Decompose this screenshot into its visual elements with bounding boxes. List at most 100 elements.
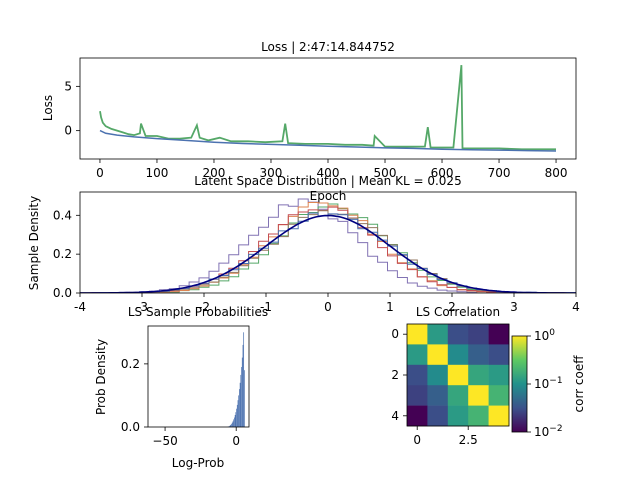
corr-cell: [468, 385, 489, 406]
latent-xtick-label: -3: [136, 300, 148, 314]
prob-bar: [232, 421, 234, 427]
prob-bar: [231, 423, 232, 427]
corr-cell: [488, 385, 510, 406]
latent-xtick-label: 0: [324, 300, 332, 314]
prob-bar: [236, 408, 237, 427]
prob-bar: [236, 404, 238, 427]
latent-histogram: [80, 210, 576, 293]
corr-cell: [468, 344, 489, 366]
corr-cell: [407, 364, 428, 386]
loss-series-line: [99, 65, 556, 151]
corr-xtick-label: 2.5: [459, 433, 478, 447]
corr-cell: [468, 405, 489, 427]
prob-xlabel: Log-Prob: [172, 456, 224, 470]
prob-bar: [241, 367, 242, 427]
loss-xtick-label: 0: [96, 166, 104, 180]
prob-panel: −50 0 0.0 0.2 LS Sample Probabilities Log-P…: [94, 305, 268, 470]
corr-cell: [468, 364, 489, 386]
loss-xtick-label: 700: [488, 166, 511, 180]
loss-xtick-label: 100: [146, 166, 169, 180]
corr-title: LS Correlation: [416, 305, 500, 319]
corr-cell: [447, 405, 469, 427]
latent-ytick-label: 0.4: [53, 208, 72, 222]
colorbar-tick-label: 10−2: [534, 424, 563, 439]
corr-cell: [488, 324, 510, 345]
colorbar-label: corr coeff: [572, 355, 586, 413]
prob-bar: [234, 417, 235, 427]
loss-ylabel: Loss: [41, 95, 55, 121]
corr-cell: [447, 344, 469, 366]
corr-cell: [488, 364, 510, 386]
prob-bar: [231, 422, 233, 427]
loss-xtick-label: 500: [374, 166, 397, 180]
prob-bar: [243, 332, 245, 427]
prob-axes-frame: [147, 325, 250, 428]
prob-xtick-label: 0: [232, 434, 240, 448]
latent-xtick-label: -1: [260, 300, 272, 314]
latent-xtick-label: -2: [198, 300, 210, 314]
corr-cell: [447, 385, 469, 406]
loss-xtick-label: 300: [260, 166, 283, 180]
loss-xtick-label: 200: [203, 166, 226, 180]
prob-bar: [242, 344, 244, 427]
corr-cell: [488, 405, 510, 427]
prob-ytick-label: 0.2: [121, 357, 140, 371]
loss-xtick-label: 600: [431, 166, 454, 180]
prob-bar: [229, 426, 230, 427]
prob-bar: [229, 425, 231, 427]
loss-ytick-label: 0: [64, 124, 72, 138]
corr-cell: [407, 324, 428, 345]
loss-ytick-label: 5: [64, 79, 72, 93]
corr-cell: [407, 385, 428, 406]
latent-ytick-label: 0.0: [53, 286, 72, 300]
latent-xtick-label: 2: [448, 300, 456, 314]
corr-xtick-label: 0: [413, 433, 421, 447]
corr-cell: [447, 324, 469, 345]
latent-histogram: [80, 206, 576, 293]
loss-xlabel: Epoch: [310, 189, 347, 203]
latent-ylabel: Sample Density: [27, 196, 41, 290]
corr-cell: [427, 405, 449, 427]
loss-title: Loss | 2:47:14.844752: [261, 40, 395, 54]
loss-series-line: [99, 129, 557, 152]
latent-reference-curve: [80, 214, 576, 293]
corr-cell: [488, 344, 510, 366]
corr-cell: [427, 385, 449, 406]
latent-xtick-label: 1: [386, 300, 394, 314]
corr-panel: 0 2.5 0 2 4 LS Correlation 100 10−1 10−2 corr …: [391, 305, 586, 447]
prob-ylabel: Prob Density: [94, 339, 108, 415]
colorbar-tick-label: 10−1: [534, 376, 563, 391]
prob-bar: [234, 415, 236, 427]
corr-ytick-label: 0: [391, 327, 399, 341]
corr-cell: [468, 324, 489, 345]
prob-bar: [235, 412, 237, 427]
corr-cell: [407, 344, 428, 366]
prob-bar: [244, 370, 245, 427]
latent-xtick-label: -4: [74, 300, 86, 314]
latent-ytick-label: 0.2: [53, 247, 72, 261]
colorbar-tick-label: 100: [534, 328, 555, 343]
prob-bar: [241, 357, 243, 427]
colorbar: [511, 335, 528, 433]
prob-bar: [238, 395, 240, 427]
prob-bar: [239, 389, 240, 427]
loss-panel: Loss | 2:47:14.844752 0 100 200 300 400 500 60…: [41, 40, 577, 203]
prob-bar: [233, 419, 235, 427]
prob-title: LS Sample Probabilities: [128, 305, 268, 319]
corr-ytick-label: 2: [391, 368, 399, 382]
latent-panel: -4 -3 -2 -1 0 1 2 3 4 0.0 0.2 0.4 Sample Density La…: [27, 174, 580, 314]
latent-xtick-label: 4: [572, 300, 580, 314]
prob-bar: [230, 424, 232, 427]
latent-xtick-label: 3: [510, 300, 518, 314]
corr-cell: [427, 364, 449, 386]
corr-cell: [427, 344, 449, 366]
corr-cell: [427, 324, 449, 345]
prob-xtick-label: −50: [152, 434, 177, 448]
prob-bar: [240, 374, 242, 427]
latent-histogram: [80, 212, 576, 293]
loss-xtick-label: 400: [317, 166, 340, 180]
prob-bar: [239, 382, 241, 427]
loss-xtick-label: 800: [545, 166, 568, 180]
corr-ytick-label: 4: [391, 409, 399, 423]
